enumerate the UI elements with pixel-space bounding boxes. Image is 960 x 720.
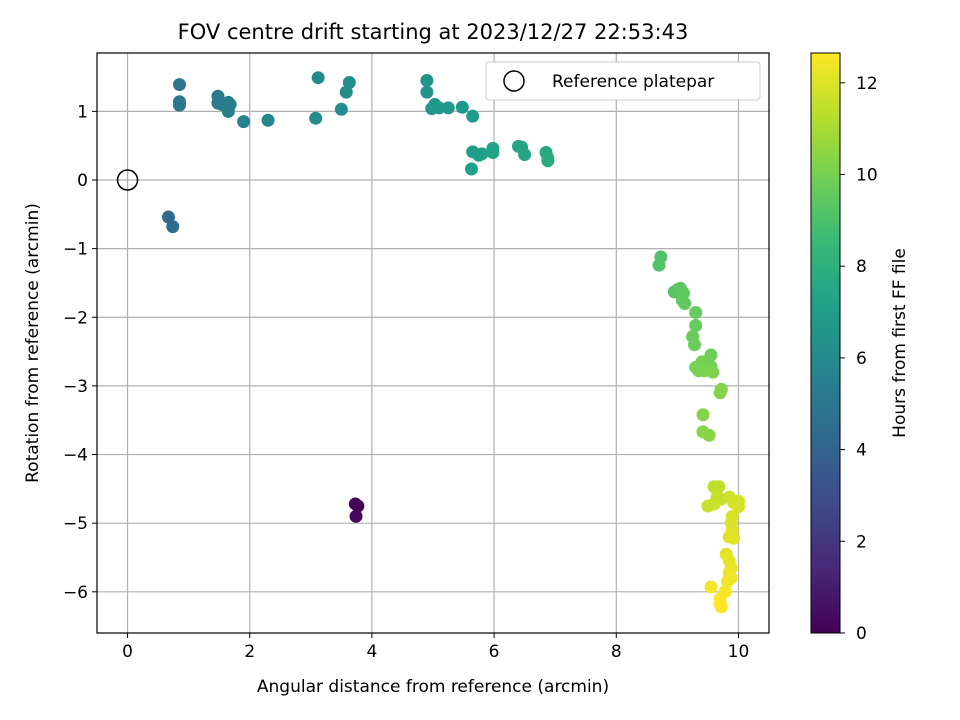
y-tick-label: −1 xyxy=(63,240,88,260)
data-point xyxy=(441,101,455,115)
data-point xyxy=(486,146,500,160)
data-point xyxy=(727,531,741,545)
plot-frame xyxy=(96,52,770,634)
colorbar-tick-label: 10 xyxy=(856,166,878,186)
data-point xyxy=(712,480,726,494)
data-point xyxy=(349,509,363,523)
data-point xyxy=(464,162,478,176)
data-point xyxy=(687,338,701,352)
data-point xyxy=(652,258,666,272)
x-tick-label: 10 xyxy=(728,642,750,662)
data-point xyxy=(221,104,235,118)
data-point xyxy=(475,147,489,161)
data-point xyxy=(311,71,325,85)
y-tick-label: 0 xyxy=(77,171,88,191)
data-point xyxy=(518,148,532,162)
data-point xyxy=(351,499,365,513)
data-point xyxy=(432,101,446,115)
y-axis-ticks: −6 −5 −4 −3 −2 −1 0 1 xyxy=(63,102,97,603)
data-point xyxy=(420,85,434,99)
data-point xyxy=(261,113,275,127)
data-point xyxy=(678,297,692,311)
data-point xyxy=(541,154,555,168)
data-point xyxy=(724,571,738,585)
x-axis-ticks: 0 2 4 6 8 10 xyxy=(122,633,749,662)
legend-box xyxy=(485,61,761,101)
colorbar-tick-label: 0 xyxy=(856,624,867,644)
colorbar: 0 2 4 6 8 10 12 Hours from first FF file xyxy=(810,52,910,644)
data-point xyxy=(702,428,716,442)
x-tick-label: 6 xyxy=(489,642,500,662)
y-tick-label: −2 xyxy=(63,308,88,328)
data-point xyxy=(707,497,721,511)
colorbar-label: Hours from first FF file xyxy=(890,248,910,438)
data-point xyxy=(696,408,710,422)
data-point xyxy=(713,386,727,400)
colorbar-tick-label: 6 xyxy=(856,349,867,369)
colorbar-tick-label: 8 xyxy=(856,257,867,277)
data-point xyxy=(704,580,718,594)
y-tick-label: −6 xyxy=(63,583,88,603)
data-point xyxy=(334,102,348,116)
data-point xyxy=(172,78,186,92)
x-axis-label: Angular distance from reference (arcmin) xyxy=(257,677,609,697)
reference-point-marker xyxy=(116,169,139,191)
colorbar-tick-label: 4 xyxy=(856,441,867,461)
data-point xyxy=(420,73,434,87)
data-point xyxy=(714,600,728,614)
data-point xyxy=(455,100,469,114)
legend-marker xyxy=(503,70,525,92)
x-tick-label: 4 xyxy=(366,642,377,662)
data-point xyxy=(166,220,180,234)
chart-title: FOV centre drift starting at 2023/12/27 … xyxy=(178,20,689,44)
x-tick-label: 0 xyxy=(122,642,133,662)
x-tick-label: 2 xyxy=(244,642,255,662)
data-point xyxy=(342,76,356,90)
data-point xyxy=(237,115,251,129)
data-point xyxy=(689,318,703,332)
y-axis-label: Rotation from reference (arcmin) xyxy=(23,203,43,483)
data-point xyxy=(466,109,480,123)
data-points xyxy=(161,71,745,614)
legend: Reference platepar xyxy=(485,61,761,101)
data-point xyxy=(706,365,720,379)
data-point xyxy=(172,98,186,112)
grid-lines xyxy=(97,53,769,633)
y-tick-label: −5 xyxy=(63,514,88,534)
x-tick-label: 8 xyxy=(611,642,622,662)
legend-entry-label: Reference platepar xyxy=(552,72,714,92)
data-point xyxy=(309,111,323,125)
data-point xyxy=(731,500,745,514)
colorbar-gradient xyxy=(810,52,841,634)
colorbar-tick-label: 2 xyxy=(856,532,867,552)
data-point xyxy=(689,305,703,319)
colorbar-ticks: 0 2 4 6 8 10 12 xyxy=(840,74,878,644)
y-tick-label: 1 xyxy=(77,102,88,122)
colorbar-tick-label: 12 xyxy=(856,74,878,94)
y-tick-label: −3 xyxy=(63,377,88,397)
y-tick-label: −4 xyxy=(63,446,88,466)
